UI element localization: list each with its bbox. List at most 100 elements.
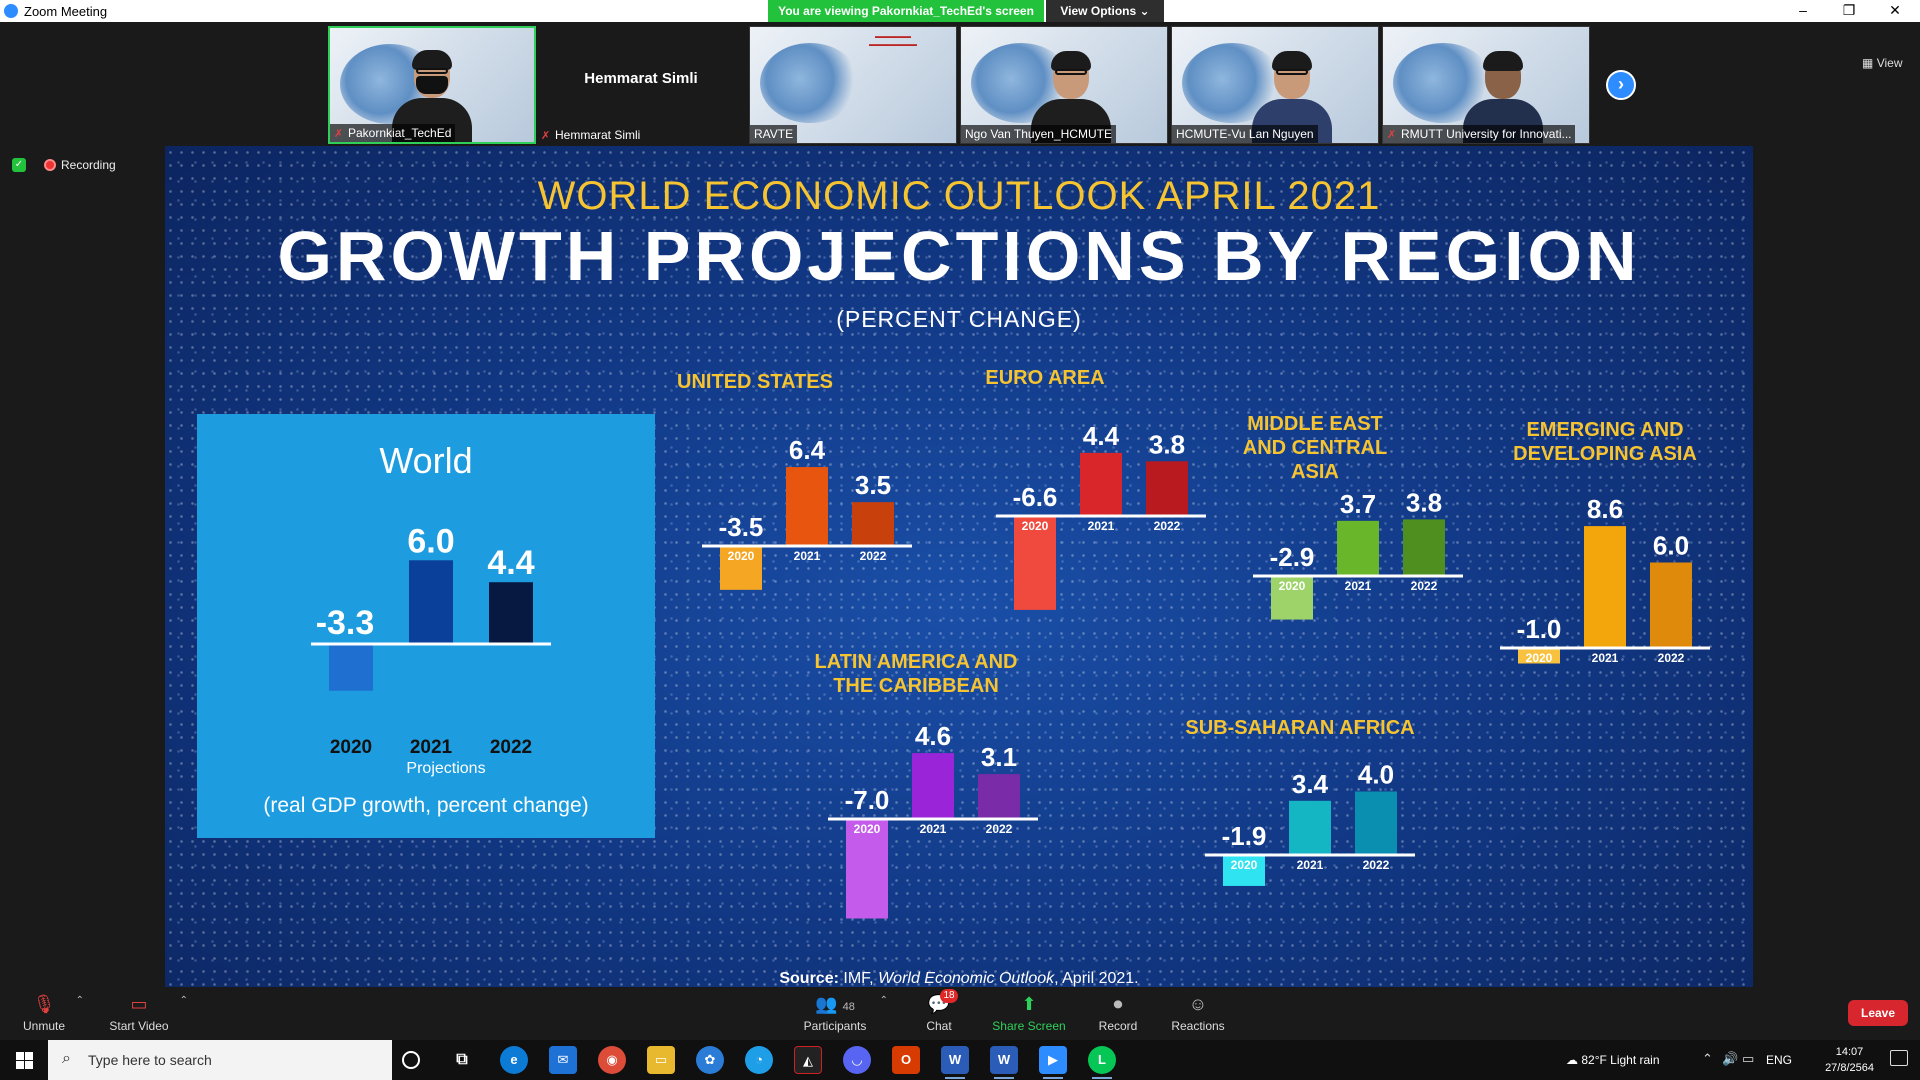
volume-icon[interactable]: 🔊 — [1722, 1051, 1739, 1066]
region-chart: -6.6 2020 4.4 2021 3.8 2022 — [996, 421, 1206, 610]
word-icon[interactable]: W — [941, 1046, 969, 1079]
bar-2021 — [1584, 526, 1626, 647]
category-label-2022: 2022 — [986, 822, 1013, 836]
share-screen-label: Share Screen — [992, 1019, 1066, 1033]
notification-center-icon[interactable] — [1890, 1050, 1908, 1066]
value-label-2020: -2.9 — [1270, 542, 1315, 572]
mic-muted-icon: 🎙 — [32, 994, 56, 1014]
bar-2021 — [1289, 800, 1331, 854]
cortana-icon[interactable] — [402, 1051, 420, 1069]
bar-2022 — [1355, 791, 1397, 854]
chevron-up-icon[interactable]: ⌃ — [879, 995, 888, 1006]
video-tile[interactable]: Ngo Van Thuyen_HCMUTE — [960, 26, 1168, 144]
bar-2021 — [1080, 452, 1122, 515]
bar-2022 — [978, 774, 1020, 818]
region-chart: -1.0 2020 8.6 2021 6.0 2022 — [1500, 494, 1710, 665]
mic-muted-icon: ✗ — [1387, 129, 1397, 141]
category-label-2022: 2022 — [490, 737, 532, 758]
chart-baseline — [1253, 574, 1463, 578]
video-tile[interactable]: ✗ RMUTT University for Innovati... — [1382, 26, 1590, 144]
region-title-middle-east: MIDDLE EAST AND CENTRAL ASIA — [1242, 413, 1388, 483]
category-label-2022: 2022 — [860, 549, 887, 563]
recording-indicator[interactable]: Recording — [44, 158, 116, 172]
bar-2021 — [1337, 520, 1379, 575]
participants-button[interactable]: 👥 48 Participants ⌃ — [800, 993, 888, 1033]
unmute-button[interactable]: 🎙 Unmute ⌃ — [22, 993, 84, 1033]
chevron-up-icon[interactable]: ⌃ — [75, 995, 84, 1006]
share-screen-icon: ⬆ — [1021, 994, 1037, 1014]
chevron-up-icon[interactable]: ⌃ — [1702, 1051, 1713, 1066]
region-title-sub-saharan-africa: SUB-SAHARAN AFRICA — [1185, 717, 1415, 739]
region-title-united-states: UNITED STATES — [677, 371, 833, 393]
app-icon[interactable]: ◔ — [745, 1046, 773, 1074]
participant-name: HCMUTE-Vu Lan Nguyen — [1176, 127, 1314, 141]
participant-name-bar: HCMUTE-Vu Lan Nguyen — [1172, 125, 1318, 143]
taskbar-search-box[interactable]: ⌕ Type here to search — [48, 1040, 392, 1080]
record-button[interactable]: ⏺ Record — [1098, 993, 1138, 1033]
participant-name-bar: ✗ Pakornkiat_TechEd — [330, 124, 456, 142]
system-tray: ☁ 82°F Light rain ⌃ 🔊 ▭ ENG 14:07 27/8/2… — [1550, 1040, 1920, 1080]
cloud-icon: ☁ — [1566, 1053, 1578, 1067]
edge-browser-icon[interactable]: e — [500, 1046, 528, 1074]
network-icon[interactable]: ▭ — [1742, 1051, 1755, 1066]
line-icon[interactable]: L — [1088, 1046, 1116, 1079]
region-title-euro-area: EURO AREA — [985, 367, 1105, 389]
search-placeholder: Type here to search — [88, 1052, 212, 1068]
chrome-browser-icon[interactable]: ◉ — [598, 1046, 626, 1074]
close-button[interactable]: ✕ — [1889, 2, 1901, 18]
category-label-2022: 2022 — [1411, 579, 1438, 593]
video-tile[interactable]: HCMUTE-Vu Lan Nguyen — [1171, 26, 1379, 144]
task-view-icon[interactable]: ⧉ — [456, 1051, 468, 1068]
minimize-button[interactable]: – — [1799, 2, 1807, 18]
language-indicator[interactable]: ENG — [1766, 1053, 1793, 1067]
restore-button[interactable]: ❐ — [1842, 2, 1856, 18]
file-explorer-icon[interactable]: ▭ — [647, 1046, 675, 1074]
windows-start-icon[interactable] — [0, 1040, 48, 1080]
next-page-button[interactable]: › — [1606, 70, 1636, 100]
zoom-icon[interactable]: ▶ — [1039, 1046, 1067, 1079]
video-tile[interactable]: ✗ Pakornkiat_TechEd — [328, 26, 536, 144]
view-options-button[interactable]: View Options ⌄ — [1046, 0, 1164, 22]
participants-icon: 👥 48 — [815, 994, 855, 1014]
app-icon[interactable]: ◭ — [794, 1046, 822, 1074]
region-chart: -1.9 2020 3.4 2021 4.0 2022 — [1205, 760, 1415, 886]
share-screen-button[interactable]: ⬆ Share Screen — [992, 993, 1066, 1033]
reactions-button[interactable]: ☺ Reactions — [1170, 993, 1226, 1033]
category-label-2021: 2021 — [410, 737, 453, 758]
category-label-2020: 2020 — [330, 737, 372, 758]
category-label-2020: 2020 — [854, 822, 881, 836]
mail-icon[interactable]: ✉ — [549, 1046, 577, 1074]
encryption-shield-icon[interactable]: ✓ — [12, 158, 26, 172]
chat-button[interactable]: 💬 18 Chat — [924, 989, 958, 1033]
region-chart: -7.0 2020 4.6 2021 3.1 2022 — [828, 721, 1038, 919]
weather-text: 82°F Light rain — [1581, 1053, 1660, 1067]
app-icon[interactable]: ✿ — [696, 1046, 724, 1074]
value-label-2021: 4.4 — [1083, 421, 1120, 451]
participant-name-bar: RAVTE — [750, 125, 798, 143]
source-publication: World Economic Outlook — [878, 970, 1055, 987]
bar-2020 — [720, 547, 762, 590]
office-icon[interactable]: O — [892, 1046, 920, 1074]
window-title: Zoom Meeting — [24, 4, 108, 19]
view-button[interactable]: ▦ View — [1862, 56, 1902, 70]
bar-2020 — [846, 820, 888, 919]
chat-label: Chat — [926, 1019, 952, 1033]
word-icon[interactable]: W — [990, 1046, 1018, 1079]
projections-label: Projections — [406, 760, 486, 777]
category-label-2020: 2020 — [728, 549, 755, 563]
leave-button[interactable]: Leave — [1848, 1000, 1908, 1026]
bar-2022 — [489, 582, 533, 643]
start-video-button[interactable]: ▭ Start Video ⌃ — [108, 993, 188, 1033]
participant-name-bar: Ngo Van Thuyen_HCMUTE — [961, 125, 1116, 143]
chevron-up-icon[interactable]: ⌃ — [179, 995, 188, 1006]
reactions-label: Reactions — [1171, 1019, 1225, 1033]
smiley-icon: ☺ — [1188, 994, 1208, 1014]
video-tile[interactable]: ▬▬▬▬▬▬ ▬▬▬▬▬▬▬▬ RAVTE — [749, 26, 957, 144]
video-tile[interactable]: Hemmarat Simli ✗ Hemmarat Simli — [537, 26, 745, 144]
weather-widget[interactable]: ☁ 82°F Light rain — [1566, 1053, 1660, 1067]
video-off-icon: ▭ — [130, 994, 148, 1014]
discord-icon[interactable]: ◡ — [843, 1046, 871, 1074]
taskbar-clock[interactable]: 14:07 27/8/2564 — [1825, 1044, 1874, 1076]
value-label-2020: -1.9 — [1222, 821, 1267, 851]
value-label-2020: -6.6 — [1013, 482, 1058, 512]
